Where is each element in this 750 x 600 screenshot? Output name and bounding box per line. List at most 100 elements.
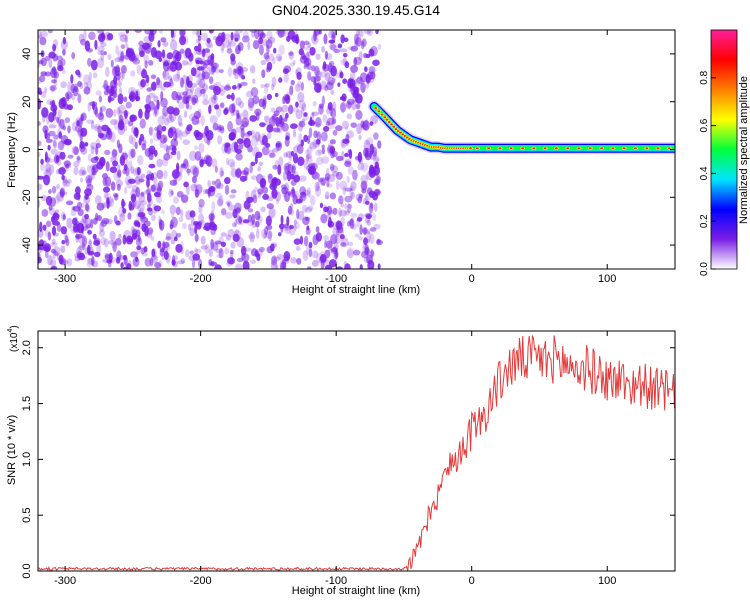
noise-blob xyxy=(153,149,158,157)
noise-blob xyxy=(292,59,296,65)
noise-blob xyxy=(278,156,284,167)
noise-blob xyxy=(155,183,161,190)
noise-blob xyxy=(310,65,316,72)
noise-blob xyxy=(114,238,122,246)
noise-blob xyxy=(83,30,87,41)
noise-blob xyxy=(225,83,231,90)
noise-blob xyxy=(98,229,106,237)
signal-peak-core xyxy=(380,113,384,116)
noise-blob xyxy=(111,241,117,249)
noise-blob xyxy=(113,119,119,131)
noise-blob xyxy=(38,256,42,264)
noise-blob xyxy=(311,171,320,180)
noise-blob xyxy=(228,40,237,47)
noise-blob xyxy=(235,115,242,126)
noise-blob xyxy=(373,178,380,185)
noise-blob xyxy=(154,105,158,116)
noise-blob xyxy=(200,115,205,126)
noise-blob xyxy=(88,31,96,41)
noise-blob xyxy=(174,236,178,242)
noise-blob xyxy=(144,109,150,120)
noise-blob xyxy=(148,126,154,136)
noise-blob xyxy=(230,92,235,101)
noise-blob xyxy=(234,219,238,227)
noise-blob xyxy=(64,91,73,100)
noise-blob xyxy=(367,259,375,269)
noise-blob xyxy=(92,72,98,79)
noise-blob xyxy=(84,247,91,255)
noise-blob xyxy=(72,87,79,92)
snr-scale-prefix: (x10 xyxy=(9,332,20,352)
colorbar-tick-label: 0.2 xyxy=(699,214,710,228)
noise-blob xyxy=(214,104,220,110)
noise-blob xyxy=(80,232,85,238)
noise-blob xyxy=(323,234,330,241)
noise-blob xyxy=(87,257,95,265)
signal-peak-core xyxy=(387,121,391,124)
noise-blob xyxy=(214,240,222,245)
noise-blob xyxy=(80,112,87,121)
noise-blob xyxy=(178,129,183,141)
noise-blob xyxy=(156,124,163,136)
noise-blob xyxy=(77,250,82,261)
noise-blob xyxy=(307,266,312,269)
noise-blob xyxy=(369,45,378,57)
noise-blob xyxy=(87,153,92,162)
noise-blob xyxy=(51,66,57,75)
noise-blob xyxy=(148,227,154,233)
noise-blob xyxy=(257,134,262,142)
signal-peak-core xyxy=(667,147,671,150)
noise-blob xyxy=(337,43,343,49)
noise-blob xyxy=(313,130,318,139)
noise-blob xyxy=(70,74,74,84)
noise-blob xyxy=(167,66,171,71)
signal-peak-core xyxy=(543,147,547,150)
noise-blob xyxy=(57,109,62,119)
noise-blob xyxy=(207,55,215,67)
noise-blob xyxy=(120,262,124,269)
x-tick-label: -200 xyxy=(190,575,212,587)
noise-blob xyxy=(290,257,298,264)
noise-blob xyxy=(52,139,58,149)
noise-blob xyxy=(208,186,216,193)
noise-blob xyxy=(211,200,216,212)
noise-blob xyxy=(162,60,170,72)
noise-blob xyxy=(76,221,81,232)
noise-blob xyxy=(163,250,169,260)
noise-blob xyxy=(168,188,174,198)
noise-blob xyxy=(88,238,92,250)
noise-blob xyxy=(233,230,242,239)
noise-blob xyxy=(236,257,244,263)
noise-blob xyxy=(111,149,118,158)
noise-blob xyxy=(156,99,160,110)
noise-blob xyxy=(211,94,218,104)
noise-blob xyxy=(241,117,250,128)
noise-blob xyxy=(341,141,346,147)
noise-blob xyxy=(240,81,248,87)
noise-blob xyxy=(189,250,194,255)
noise-blob xyxy=(347,165,355,175)
noise-blob xyxy=(240,252,246,261)
noise-blob xyxy=(74,83,78,93)
noise-blob xyxy=(50,216,55,223)
noise-blob xyxy=(254,30,260,40)
noise-blob xyxy=(165,236,172,241)
noise-blob xyxy=(341,93,347,102)
noise-blob xyxy=(225,211,233,219)
noise-blob xyxy=(358,236,363,241)
noise-blob xyxy=(113,108,117,117)
noise-blob xyxy=(110,181,116,191)
noise-blob xyxy=(352,169,358,181)
noise-blob xyxy=(103,191,109,200)
noise-blob xyxy=(278,114,283,125)
noise-blob xyxy=(161,209,165,215)
noise-blob xyxy=(340,34,345,44)
noise-blob xyxy=(100,219,108,227)
noise-blob xyxy=(264,115,270,122)
noise-blob xyxy=(247,208,254,213)
noise-blob xyxy=(364,152,369,158)
noise-blob xyxy=(216,135,223,145)
noise-blob xyxy=(371,146,378,157)
noise-blob xyxy=(275,116,280,127)
noise-blob xyxy=(373,202,378,212)
